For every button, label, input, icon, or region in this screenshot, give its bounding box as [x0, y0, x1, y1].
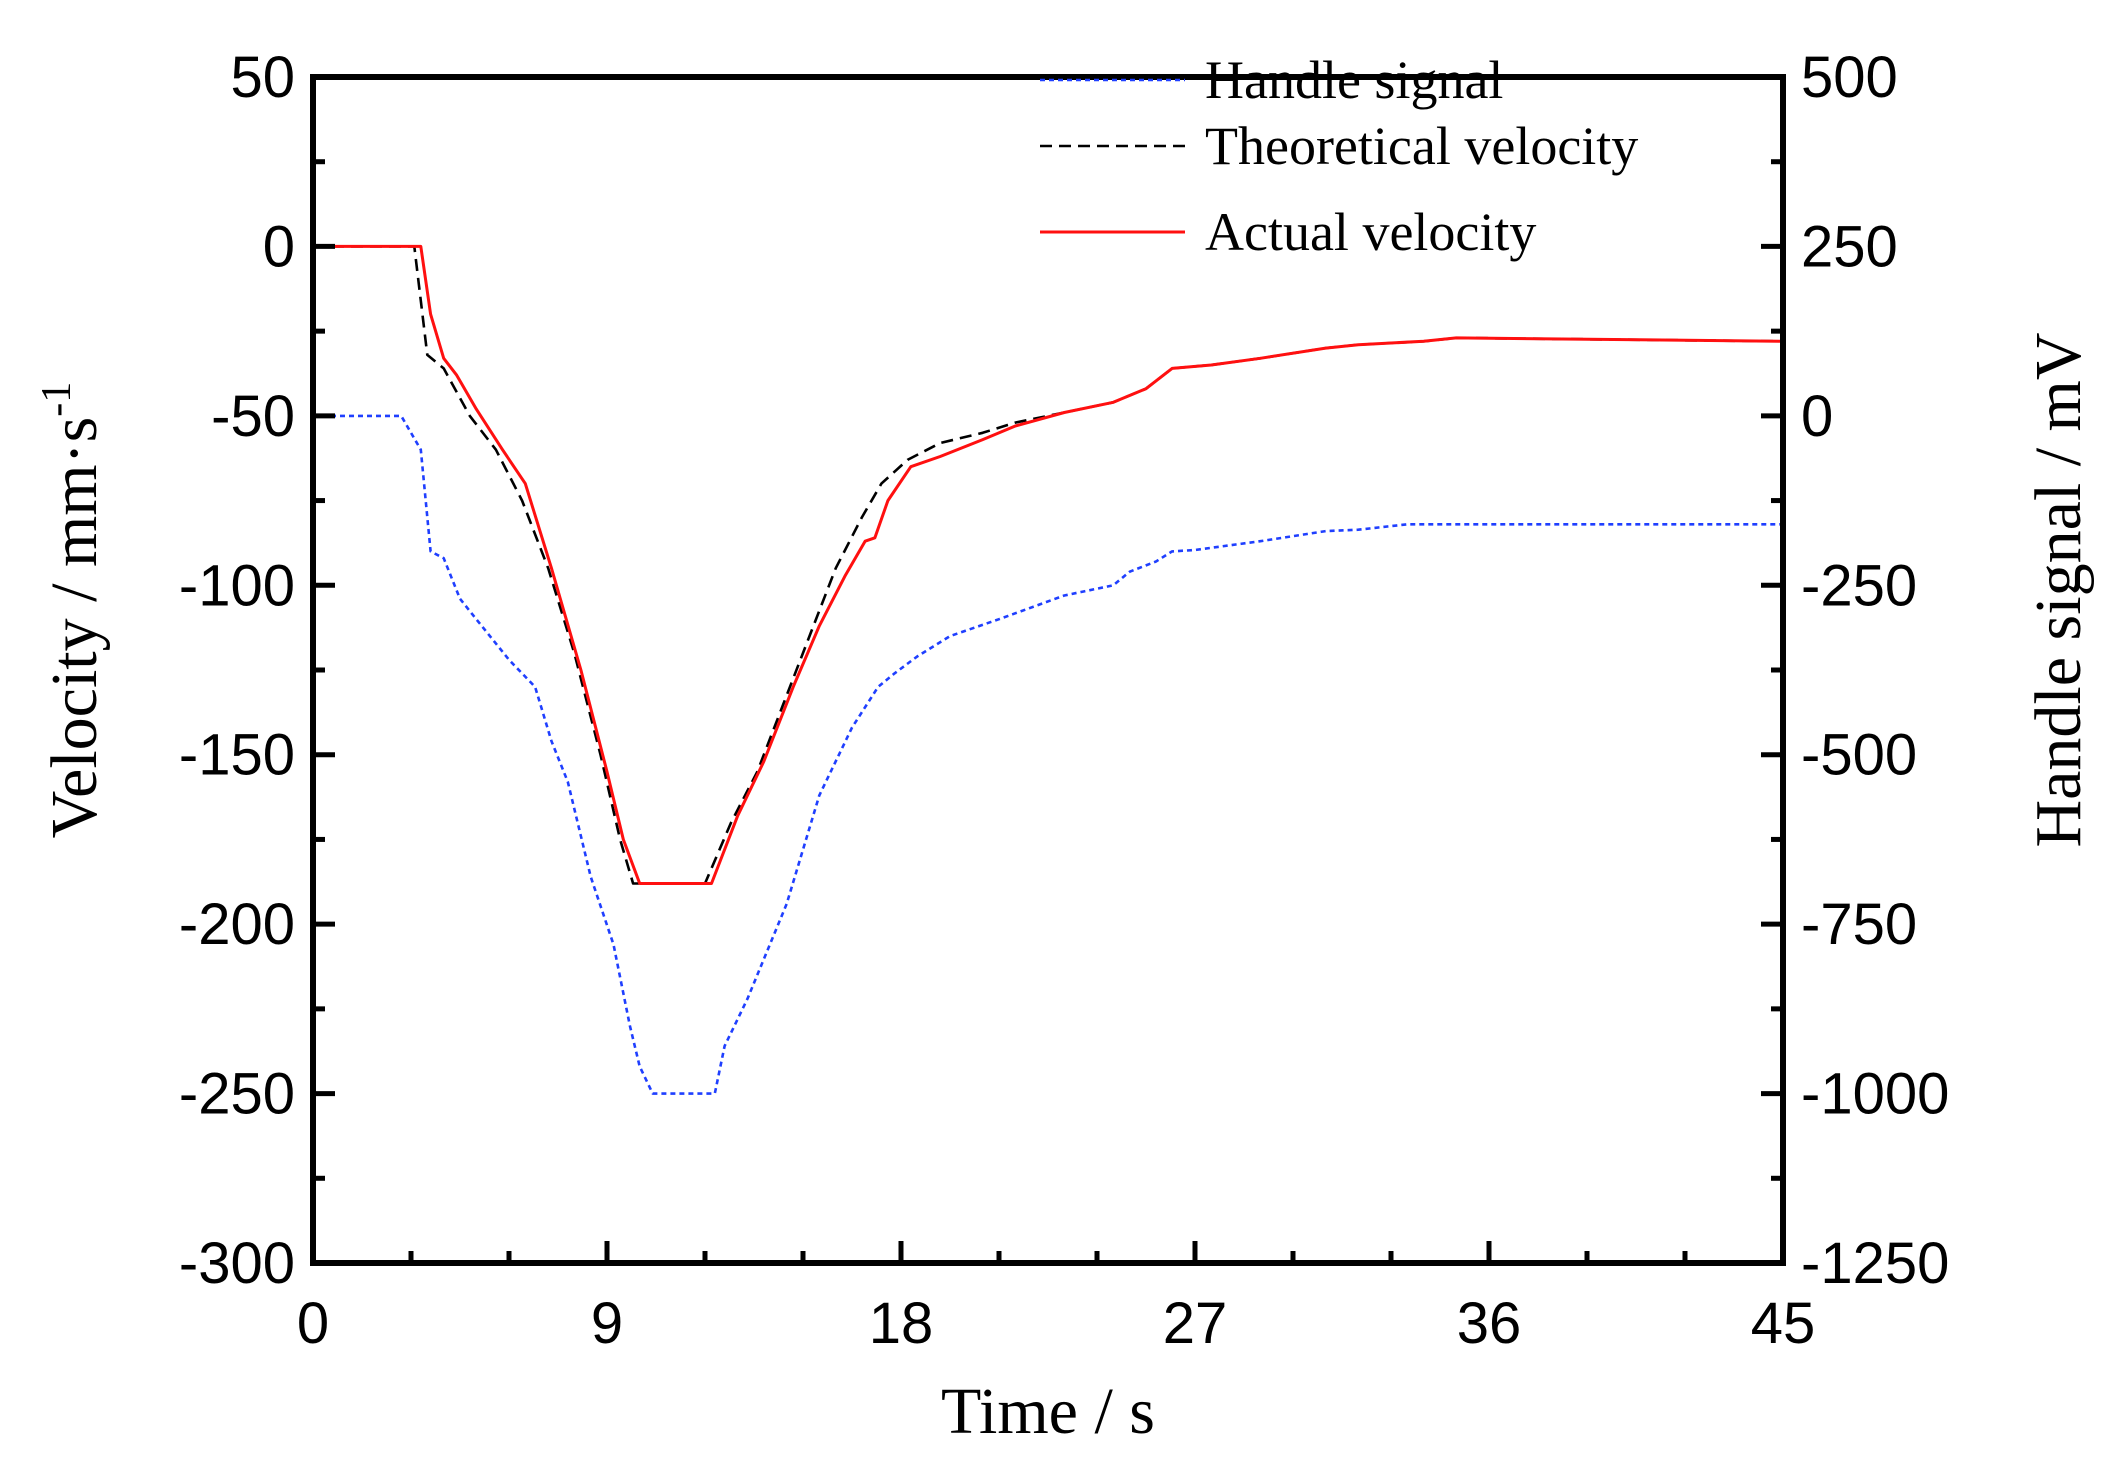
legend-label-handle-signal: Handle signal	[1205, 50, 1503, 110]
series-line-actual-velocity	[313, 244, 1784, 885]
tick-marks	[310, 74, 1786, 1266]
y-axis-right-title: Handle signal / mV	[2022, 332, 2095, 847]
y-axis-left-title-main: Velocity / mm·s	[38, 417, 111, 839]
legend: Handle signal Theoretical velocity Actua…	[1040, 50, 1638, 262]
x-tick-label: 9	[591, 1291, 623, 1356]
y-right-tick-label: -1000	[1801, 1062, 1949, 1127]
y-right-tick-label: -750	[1801, 892, 1917, 957]
x-tick-label: 45	[1751, 1291, 1816, 1356]
y-right-tick-label: -1250	[1801, 1231, 1949, 1296]
y-axis-left-title-exponent: -1	[34, 382, 80, 417]
y-left-tick-label: 0	[263, 214, 295, 279]
y-right-tick-label: -500	[1801, 723, 1917, 788]
x-tick-label: 18	[869, 1291, 934, 1356]
x-tick-label: 36	[1457, 1291, 1522, 1356]
legend-label-theoretical-velocity: Theoretical velocity	[1205, 116, 1638, 176]
y-left-tick-label: -250	[179, 1062, 295, 1127]
x-axis-title: Time / s	[941, 1375, 1155, 1448]
y-left-tick-label: -200	[179, 892, 295, 957]
y-left-tick-label: -50	[211, 384, 295, 449]
y-left-tick-label: -150	[179, 723, 295, 788]
plot-frame	[310, 74, 1786, 1266]
series-layer	[313, 244, 1784, 1095]
y-right-tick-label: -250	[1801, 553, 1917, 618]
y-right-tick-label: 250	[1801, 214, 1898, 279]
x-tick-label: 27	[1163, 1291, 1228, 1356]
y-axis-left-title: Velocity / mm·s-1	[34, 382, 111, 839]
series-line-theoretical-velocity	[313, 245, 1784, 885]
legend-label-actual-velocity: Actual velocity	[1205, 202, 1536, 262]
y-right-tick-label: 500	[1801, 45, 1898, 110]
x-tick-label: 0	[297, 1291, 329, 1356]
tick-labels: 0 9 18 27 36 45500-50-100-150-200-250-3005002…	[179, 45, 1949, 1356]
y-right-tick-label: 0	[1801, 384, 1833, 449]
y-left-tick-label: -300	[179, 1231, 295, 1296]
series-line-handle-signal	[313, 414, 1783, 1095]
y-left-tick-label: -100	[179, 553, 295, 618]
y-left-tick-label: 50	[230, 45, 295, 110]
